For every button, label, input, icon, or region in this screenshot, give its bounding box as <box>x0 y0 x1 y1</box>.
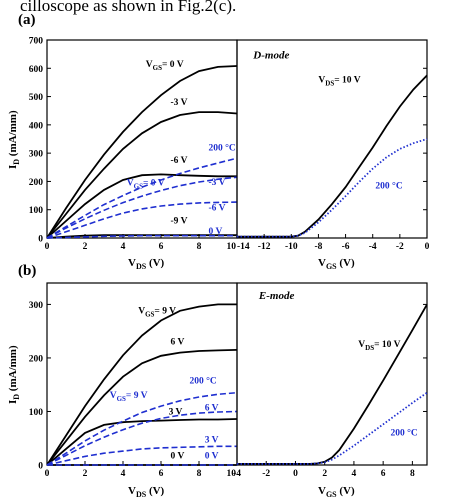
panel-b: (b) 0 100 200 300 ID (mA/mm) 0 2 4 6 8 10 VDS (V) VGS… <box>7 263 428 497</box>
y-tick-label: 300 <box>29 301 44 311</box>
curve-label: 200 °C <box>390 428 417 439</box>
series-line <box>46 418 238 466</box>
x-tick-label: 2 <box>83 469 88 479</box>
x-tick-label: 6 <box>159 242 164 252</box>
panel-label: (a) <box>18 12 36 28</box>
curve-label: VGS= 9 V <box>138 307 176 319</box>
y-tick-label: 0 <box>38 235 43 245</box>
series-line <box>46 303 237 466</box>
y-tick-label: 200 <box>29 354 44 364</box>
curve-label: 6 V <box>205 403 219 413</box>
series-line <box>237 138 428 238</box>
curve-label: 200 °C <box>375 181 402 192</box>
series-line <box>46 157 238 239</box>
x-tick-label: -12 <box>258 242 271 252</box>
subplot-transfer: -4 -2 0 2 4 6 8 VGS (V) E-mode VDS= 10 V 200 °C <box>233 282 428 497</box>
x-tick-label: 4 <box>352 469 357 479</box>
x-tick-label: 0 <box>45 469 50 479</box>
curve-label: 6 V <box>171 338 185 348</box>
series-line <box>46 445 237 466</box>
y-tick-label: 400 <box>29 121 44 131</box>
y-tick-label: 300 <box>29 150 44 160</box>
x-tick-label: 10 <box>227 469 237 479</box>
curve-label: -9 V <box>171 216 188 226</box>
x-tick-label: 0 <box>293 469 298 479</box>
x-tick-label: 8 <box>197 242 202 252</box>
curve-label: -6 V <box>171 156 188 166</box>
curve-label: VDS= 10 V <box>358 340 400 352</box>
curve-label: E-mode <box>258 290 295 302</box>
y-tick-label: 500 <box>29 93 44 103</box>
curve-label: -3 V <box>171 98 188 108</box>
x-tick-label: -10 <box>285 242 298 252</box>
x-tick-label: -14 <box>237 242 250 252</box>
series-line <box>46 201 238 239</box>
x-tick-label: 6 <box>381 469 386 479</box>
series-line <box>46 410 238 466</box>
series-line <box>237 391 428 465</box>
x-tick-label: -4 <box>369 242 377 252</box>
subplot-transfer: -14 -12 -10 -8 -6 -4 -2 0 VGS (V) D-mode VDS= 10 V… <box>236 39 430 271</box>
series-line <box>46 111 238 239</box>
x-axis-label: VGS (V) <box>318 485 355 497</box>
x-tick-label: -2 <box>396 242 404 252</box>
curve-label: 3 V <box>205 436 219 446</box>
series-line <box>237 74 428 238</box>
series-line <box>46 234 237 239</box>
series-line <box>46 391 238 466</box>
x-tick-label: 4 <box>121 469 126 479</box>
y-tick-label: 700 <box>29 37 44 47</box>
y-axis-label: ID (mA/mm) <box>7 110 21 169</box>
curve-label: VGS= 9 V <box>110 391 148 403</box>
x-tick-label: 6 <box>159 469 164 479</box>
panel-label: (b) <box>18 263 36 279</box>
y-tick-label: 600 <box>29 65 44 75</box>
x-axis-label: VDS (V) <box>128 485 165 497</box>
y-tick-label: 100 <box>29 408 44 418</box>
curve-label: VGS= 0 V <box>146 60 184 72</box>
curve-label: -3 V <box>209 178 226 188</box>
curve-label: 200 °C <box>190 376 217 387</box>
y-tick-label: 0 <box>38 462 43 472</box>
subplot-output: 0 2 4 6 8 10 VDS (V) VGS= 9 V 6 V 3 V 0 V 200 °C VGS… <box>45 282 238 497</box>
x-tick-label: 0 <box>425 242 430 252</box>
y-tick-label: 200 <box>29 178 44 188</box>
y-tick-label: 100 <box>29 206 44 216</box>
x-tick-label: 8 <box>197 469 202 479</box>
series-line <box>46 349 238 466</box>
curve-label: VDS= 10 V <box>318 75 360 87</box>
curve-label: 200 °C <box>209 142 236 153</box>
series-line <box>46 65 238 239</box>
x-tick-label: 2 <box>322 469 327 479</box>
x-tick-label: 0 <box>45 242 50 252</box>
x-tick-label: 10 <box>227 242 237 252</box>
curve-label: VGS= 0 V <box>127 179 165 191</box>
y-axis-label: ID (mA/mm) <box>7 345 21 404</box>
plot-frame <box>236 39 428 239</box>
x-tick-label: 2 <box>83 242 88 252</box>
plot-frame <box>236 282 428 466</box>
x-tick-label: 8 <box>410 469 415 479</box>
x-axis-label: VGS (V) <box>318 257 355 271</box>
x-tick-label: 4 <box>121 242 126 252</box>
curve-label: 0 V <box>171 452 185 462</box>
curve-label: 0 V <box>205 452 219 462</box>
subplot-output: 0 2 4 6 8 10 VDS (V) VGS= 0 V -3 V -6 V -9 V 200 °C… <box>45 39 238 271</box>
x-tick-label: -4 <box>233 469 241 479</box>
x-tick-label: -8 <box>314 242 322 252</box>
x-tick-label: -6 <box>342 242 350 252</box>
series-line <box>46 176 238 239</box>
series-line <box>237 303 428 465</box>
curve-label: 0 V <box>209 227 223 237</box>
curve-label: -6 V <box>209 203 226 213</box>
caption-fragment: cilloscope as shown in Fig.2(c). <box>20 0 237 15</box>
curve-label: 3 V <box>169 408 183 418</box>
x-axis-label: VDS (V) <box>128 257 165 271</box>
curve-label: D-mode <box>252 49 289 61</box>
x-tick-label: -2 <box>262 469 270 479</box>
series-line <box>46 173 237 239</box>
